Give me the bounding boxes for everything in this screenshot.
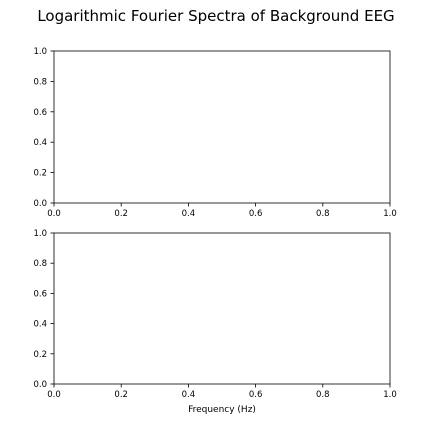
x-tick-label-1-1: 0.2 [114, 209, 128, 219]
x-tick-label-2-2: 0.4 [182, 390, 196, 400]
x-tick-label-2-1: 0.2 [114, 390, 128, 400]
y-tick-label-2-4: 0.8 [33, 259, 47, 269]
x-tick-label-1-0: 0.0 [47, 209, 61, 219]
axes-container: 0.0 0.2 0.4 0.6 0.8 1.00.00.20.40.60.81.00.0 0… [33, 47, 396, 415]
plot-frame-2 [53, 232, 391, 385]
y-tick-label-2-3: 0.6 [33, 289, 47, 299]
plot-frame-1 [53, 50, 391, 204]
x-tick-label-1-5: 1.0 [383, 209, 397, 219]
x-tick-label-2-5: 1.0 [383, 390, 397, 400]
y-tick-label-2-1: 0.2 [33, 350, 47, 360]
y-tick-label-1-3: 0.6 [33, 108, 47, 118]
x-tick-label-2-0: 0.0 [47, 390, 61, 400]
y-tick-label-1-5: 1.0 [33, 47, 47, 57]
x-tick-label-2-3: 0.6 [249, 390, 263, 400]
y-tick-label-1-1: 0.2 [33, 169, 47, 179]
y-tick-label-1-4: 0.8 [33, 77, 47, 87]
y-tick-label-2-5: 1.0 [33, 229, 47, 239]
y-tick-label-2-0: 0.0 [33, 380, 47, 390]
chart-panel-2: 0.0 0.2 0.4 0.6 0.8 1.0 0.0 0.2 0.4 0.6 0.8 1.0 Freq… [33, 229, 396, 415]
x-tick-label-1-3: 0.6 [249, 209, 263, 219]
y-tick-label-2-2: 0.4 [33, 320, 47, 330]
chart-panel-1: 0.0 0.2 0.4 0.6 0.8 1.0 0.0 0.2 0.4 0.6 0.8 1.0 [33, 47, 396, 219]
x-tick-label-1-2: 0.4 [182, 209, 196, 219]
x-tick-label-2-4: 0.8 [316, 390, 330, 400]
figure-title: Logarithmic Fourier Spectra of Backgroun… [37, 7, 394, 25]
x-tick-label-1-4: 0.8 [316, 209, 330, 219]
y-tick-label-1-2: 0.4 [33, 138, 47, 148]
y-tick-label-1-0: 0.0 [33, 199, 47, 209]
x-axis-label-2: Frequency (Hz) [188, 405, 256, 415]
